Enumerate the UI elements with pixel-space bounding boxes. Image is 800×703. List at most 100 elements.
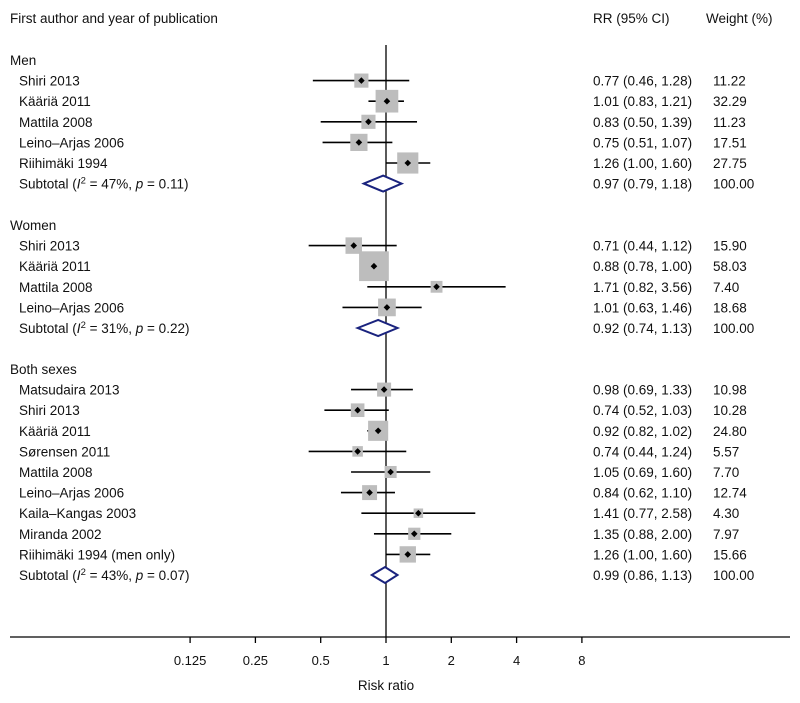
subtotal-label: Subtotal (I2 = 43%, p = 0.07) xyxy=(19,567,189,584)
group-header: Men xyxy=(10,53,36,68)
subtotal-label-part: p xyxy=(135,321,144,336)
x-axis: Risk ratio 0.125 0.25 0.5 1 2 4 8 xyxy=(10,636,790,693)
subtotal-label-part: p xyxy=(135,568,144,583)
point-estimate xyxy=(355,139,363,146)
x-tick-label: 0.5 xyxy=(312,653,330,668)
weight-text: 17.51 xyxy=(713,135,747,150)
x-tick-label: 0.125 xyxy=(174,653,207,668)
subtotal-label-part: I xyxy=(77,568,81,583)
point-estimate xyxy=(410,530,418,538)
ci-text: 0.97 (0.79, 1.18) xyxy=(593,177,692,192)
point-estimate xyxy=(374,427,382,435)
subtotal-label-part: I xyxy=(77,177,81,192)
study-label: Matsudaira 2013 xyxy=(19,383,120,398)
ci-text: 1.01 (0.63, 1.46) xyxy=(593,300,692,315)
ci-text: 0.83 (0.50, 1.39) xyxy=(593,115,692,130)
weight-text: 15.66 xyxy=(713,547,747,562)
study-label: Kääriä 2011 xyxy=(19,259,91,274)
subtotal-diamond xyxy=(369,565,400,585)
weight-text: 24.80 xyxy=(713,424,747,439)
group-header: Both sexes xyxy=(10,362,77,377)
subtotal-label-part: p xyxy=(135,177,144,192)
subtotal-label-part: = 43%, xyxy=(86,568,136,583)
weight-text: 7.40 xyxy=(713,280,739,295)
point-estimate xyxy=(370,262,378,270)
weight-text: 100.00 xyxy=(713,568,754,583)
point-estimate xyxy=(354,448,361,455)
x-tick-label: 1 xyxy=(382,653,389,668)
weight-text: 100.00 xyxy=(713,177,754,192)
weight-text: 12.74 xyxy=(713,486,747,501)
point-estimate xyxy=(383,304,391,311)
ci-text: 1.05 (0.69, 1.60) xyxy=(593,465,692,480)
study-label: Mattila 2008 xyxy=(19,280,93,295)
study-label: Leino–Arjas 2006 xyxy=(19,486,124,501)
weight-text: 10.98 xyxy=(713,383,747,398)
point-estimate xyxy=(433,283,440,291)
ci-text: 0.88 (0.78, 1.00) xyxy=(593,259,692,274)
ci-text: 0.84 (0.62, 1.10) xyxy=(593,486,692,501)
study-label: Leino–Arjas 2006 xyxy=(19,135,124,150)
ci-text: 1.26 (1.00, 1.60) xyxy=(593,547,692,562)
ci-text: 0.99 (0.86, 1.13) xyxy=(593,568,692,583)
point-estimate xyxy=(380,386,388,393)
point-estimate xyxy=(404,551,412,558)
x-tick-label: 8 xyxy=(578,653,585,668)
weight-text: 7.97 xyxy=(713,527,739,542)
ci-text: 0.77 (0.46, 1.28) xyxy=(593,74,692,89)
study-label: Shiri 2013 xyxy=(19,403,80,418)
plot-rows: Men Shiri 2013 0.77 (0.46, 1.28) 11.22 Kääri… xyxy=(10,45,754,637)
subtotal-label: Subtotal (I2 = 31%, p = 0.22) xyxy=(19,320,189,337)
weight-text: 58.03 xyxy=(713,259,747,274)
subtotal-label-part: 2 xyxy=(81,320,86,331)
study-label: Kääriä 2011 xyxy=(19,424,91,439)
weight-text: 11.23 xyxy=(713,115,746,130)
ci-text: 0.74 (0.52, 1.03) xyxy=(593,403,692,418)
ci-text: 1.35 (0.88, 2.00) xyxy=(593,527,692,542)
study-label: Mattila 2008 xyxy=(19,465,93,480)
weight-text: 100.00 xyxy=(713,321,754,336)
weight-text: 18.68 xyxy=(713,300,747,315)
point-estimate xyxy=(404,159,412,167)
header-weight: Weight (%) xyxy=(706,11,773,26)
point-estimate xyxy=(354,406,361,414)
subtotal-label-part: = 0.22) xyxy=(143,321,189,336)
header-rr: RR (95% CI) xyxy=(593,11,670,26)
group-header: Women xyxy=(10,218,56,233)
point-estimate xyxy=(366,489,373,496)
weight-text: 5.57 xyxy=(713,444,739,459)
study-label: Riihimäki 1994 (men only) xyxy=(19,547,175,562)
ci-text: 1.41 (0.77, 2.58) xyxy=(593,506,692,521)
ci-text: 0.98 (0.69, 1.33) xyxy=(593,383,692,398)
subtotal-label-part: 2 xyxy=(81,175,86,186)
ci-text: 0.92 (0.74, 1.13) xyxy=(593,321,692,336)
subtotal-label-part: = 47%, xyxy=(86,177,136,192)
point-estimate xyxy=(358,77,365,84)
weight-text: 15.90 xyxy=(713,239,747,254)
subtotal-diamond xyxy=(354,318,401,338)
x-tick-label: 0.25 xyxy=(243,653,268,668)
subtotal-label-part: = 31%, xyxy=(86,321,136,336)
study-label: Leino–Arjas 2006 xyxy=(19,300,124,315)
study-label: Riihimäki 1994 xyxy=(19,156,108,171)
point-estimate xyxy=(415,509,422,517)
subtotal-label-part: = 0.07) xyxy=(143,568,189,583)
point-estimate xyxy=(365,118,372,126)
ci-text: 0.71 (0.44, 1.12) xyxy=(593,239,692,254)
ci-text: 1.01 (0.83, 1.21) xyxy=(593,94,692,109)
point-estimate xyxy=(387,468,394,476)
subtotal-label-part: Subtotal ( xyxy=(19,177,77,192)
subtotal-label: Subtotal (I2 = 47%, p = 0.11) xyxy=(19,175,188,192)
study-label: Miranda 2002 xyxy=(19,527,102,542)
subtotal-label-part: Subtotal ( xyxy=(19,568,77,583)
study-label: Shiri 2013 xyxy=(19,74,80,89)
weight-text: 32.29 xyxy=(713,94,747,109)
weight-text: 4.30 xyxy=(713,506,739,521)
point-estimate xyxy=(383,97,391,105)
study-label: Sørensen 2011 xyxy=(19,444,110,459)
x-axis-label: Risk ratio xyxy=(358,678,414,693)
x-tick-label: 4 xyxy=(513,653,520,668)
weight-text: 7.70 xyxy=(713,465,739,480)
subtotal-diamond xyxy=(361,174,405,193)
